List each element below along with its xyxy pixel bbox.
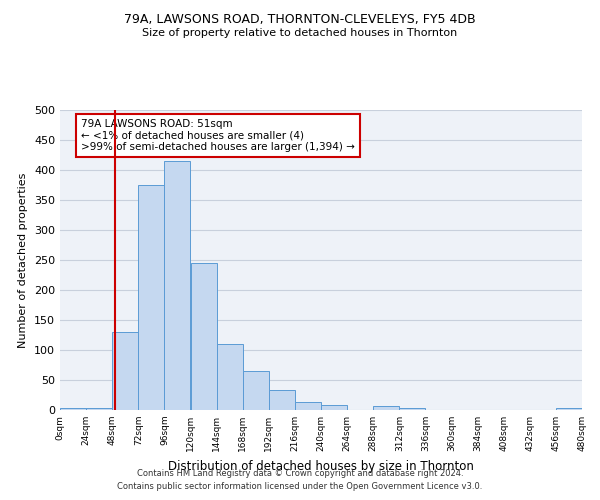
Bar — [321, 405, 347, 410]
Text: Contains HM Land Registry data © Crown copyright and database right 2024.: Contains HM Land Registry data © Crown c… — [137, 468, 463, 477]
Text: 79A LAWSONS ROAD: 51sqm
← <1% of detached houses are smaller (4)
>99% of semi-de: 79A LAWSONS ROAD: 51sqm ← <1% of detache… — [81, 119, 355, 152]
Bar — [112, 332, 138, 410]
Bar — [191, 263, 217, 410]
Bar — [373, 406, 400, 410]
Text: 79A, LAWSONS ROAD, THORNTON-CLEVELEYS, FY5 4DB: 79A, LAWSONS ROAD, THORNTON-CLEVELEYS, F… — [124, 12, 476, 26]
Bar — [295, 402, 321, 410]
Bar — [164, 161, 190, 410]
Bar — [86, 408, 112, 410]
Text: Size of property relative to detached houses in Thornton: Size of property relative to detached ho… — [142, 28, 458, 38]
Bar — [556, 408, 582, 410]
Bar — [60, 408, 86, 410]
Bar — [400, 408, 425, 410]
Y-axis label: Number of detached properties: Number of detached properties — [19, 172, 28, 348]
X-axis label: Distribution of detached houses by size in Thornton: Distribution of detached houses by size … — [168, 460, 474, 472]
Bar — [269, 390, 295, 410]
Bar — [242, 371, 269, 410]
Bar — [139, 185, 164, 410]
Bar — [217, 344, 242, 410]
Text: Contains public sector information licensed under the Open Government Licence v3: Contains public sector information licen… — [118, 482, 482, 491]
